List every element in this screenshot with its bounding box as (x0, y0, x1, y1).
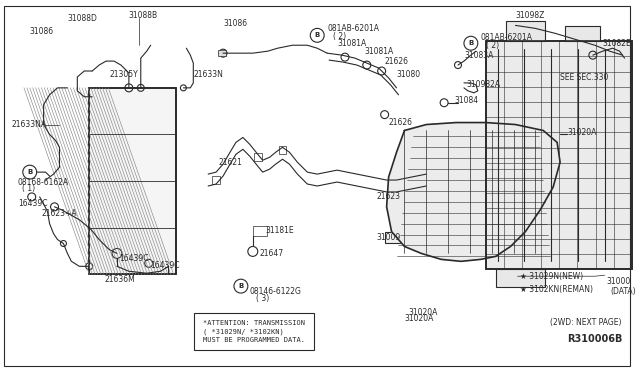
Text: ( 2): ( 2) (486, 41, 499, 50)
Text: 21647: 21647 (260, 249, 284, 258)
Bar (218, 50, 226, 56)
Text: ( 1): ( 1) (22, 185, 35, 193)
Text: 16439C: 16439C (150, 261, 180, 270)
Text: 31081A: 31081A (337, 39, 366, 48)
Bar (278, 146, 287, 154)
Text: B: B (468, 40, 474, 46)
Text: 31020A: 31020A (408, 308, 438, 317)
Text: 21621: 21621 (218, 158, 242, 167)
Bar (89, 88, 177, 274)
Text: 31082E: 31082E (603, 39, 632, 48)
Bar (89, 88, 177, 274)
Text: 31088D: 31088D (67, 14, 97, 23)
Text: 31098Z: 31098Z (515, 11, 545, 20)
Bar (193, 313, 314, 350)
Text: 31083A: 31083A (464, 51, 493, 60)
Text: 31020A: 31020A (567, 128, 596, 137)
Text: 08146-6122G: 08146-6122G (250, 286, 301, 296)
Text: 31020A: 31020A (404, 314, 434, 323)
Text: R310006B: R310006B (567, 334, 623, 344)
Text: 21305Y: 21305Y (109, 70, 138, 80)
Bar (253, 226, 267, 235)
Text: 31086: 31086 (223, 19, 247, 28)
Text: 31086: 31086 (29, 27, 54, 36)
Bar (212, 176, 220, 184)
Text: B: B (315, 32, 320, 38)
Text: 31000: 31000 (607, 277, 631, 286)
Polygon shape (387, 122, 560, 262)
Text: 31088B: 31088B (129, 11, 158, 20)
Text: 08168-6162A: 08168-6162A (18, 177, 69, 186)
Text: 081AB-6201A: 081AB-6201A (481, 33, 532, 42)
Text: ( 3): ( 3) (256, 294, 269, 302)
Text: *ATTENTION: TRANSMISSION
( *31029N/ *3102KN)
MUST BE PROGRAMMED DATA.: *ATTENTION: TRANSMISSION ( *31029N/ *310… (203, 320, 305, 343)
Text: 310982A: 310982A (466, 80, 500, 89)
Bar (506, 22, 545, 41)
Text: ★ 31029N(NEW): ★ 31029N(NEW) (520, 272, 584, 281)
Bar (565, 26, 600, 41)
Text: 31009: 31009 (376, 233, 401, 242)
Text: 16439C: 16439C (119, 254, 148, 263)
Text: ★ 3102KN(REMAN): ★ 3102KN(REMAN) (520, 285, 593, 294)
Bar (385, 232, 403, 244)
Bar (486, 41, 632, 269)
Text: (2WD: NEXT PAGE): (2WD: NEXT PAGE) (550, 318, 621, 327)
Text: 081AB-6201A: 081AB-6201A (327, 24, 379, 33)
Text: 31080: 31080 (397, 70, 420, 80)
Text: 21633N: 21633N (193, 70, 223, 80)
Text: ( 2): ( 2) (333, 32, 346, 41)
Text: 31081A: 31081A (365, 46, 394, 56)
Text: 21626: 21626 (388, 118, 413, 127)
Text: 31181E: 31181E (266, 226, 294, 235)
Text: B: B (238, 283, 243, 289)
Text: 16439C: 16439C (18, 199, 47, 208)
Bar (495, 269, 545, 287)
Text: 21623+A: 21623+A (42, 209, 77, 218)
Text: 21626: 21626 (385, 57, 408, 65)
Text: 31084: 31084 (454, 96, 478, 105)
Text: 21636M: 21636M (104, 275, 135, 284)
Text: (DATA): (DATA) (611, 286, 636, 296)
Bar (254, 153, 262, 161)
Text: SEE SEC.330: SEE SEC.330 (560, 73, 609, 83)
Text: 21633NA: 21633NA (12, 120, 47, 129)
Text: 21623: 21623 (377, 192, 401, 201)
Text: B: B (27, 169, 33, 175)
Bar (486, 41, 632, 269)
